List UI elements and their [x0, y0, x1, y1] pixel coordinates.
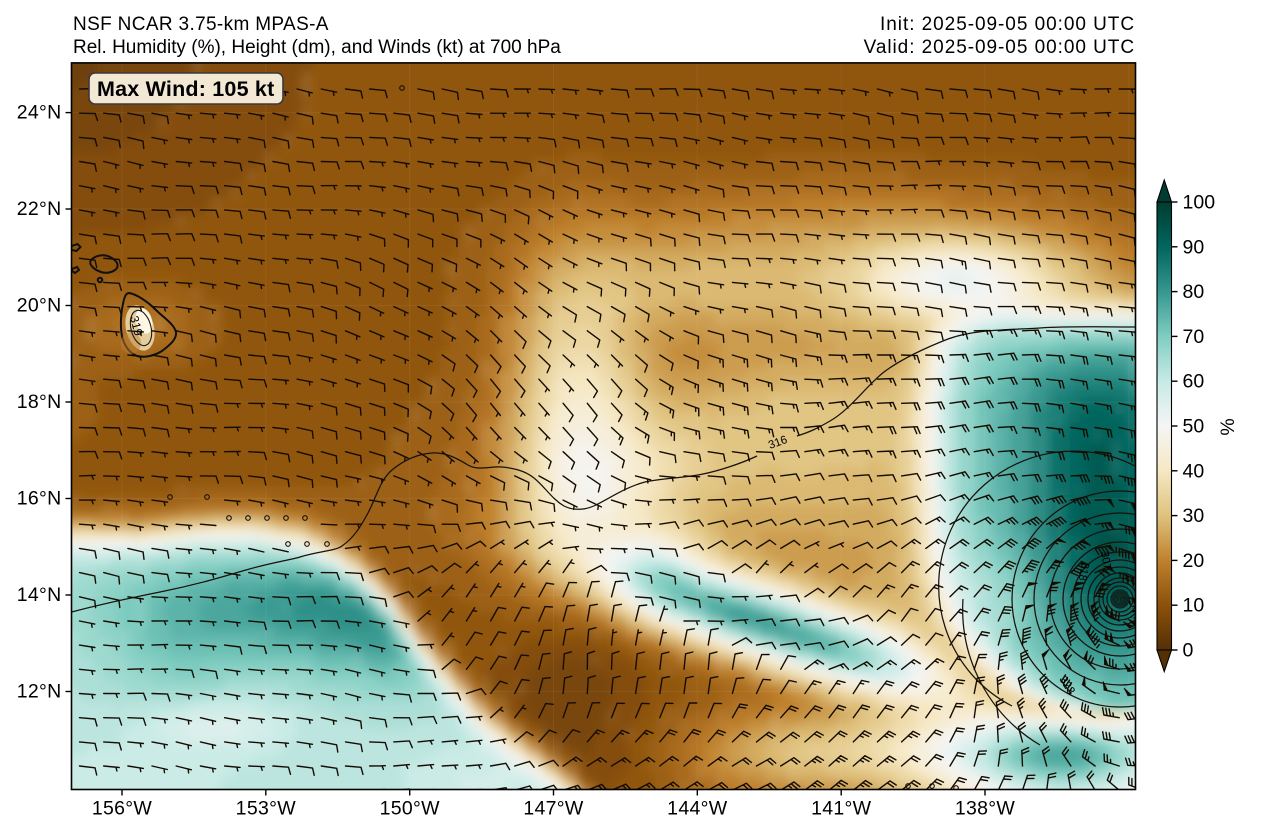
- svg-text:20°N: 20°N: [17, 295, 62, 317]
- svg-text:60: 60: [1183, 371, 1205, 393]
- svg-text:40: 40: [1183, 460, 1205, 482]
- svg-text:20: 20: [1183, 550, 1205, 572]
- svg-text:150°W: 150°W: [380, 798, 441, 820]
- svg-text:0: 0: [1183, 640, 1194, 662]
- svg-text:%: %: [1217, 418, 1239, 435]
- svg-text:24°N: 24°N: [17, 102, 62, 124]
- svg-text:50: 50: [1183, 416, 1205, 438]
- svg-text:Rel. Humidity (%), Height (dm): Rel. Humidity (%), Height (dm), and Wind…: [73, 37, 561, 58]
- svg-text:100: 100: [1183, 192, 1216, 214]
- svg-text:10: 10: [1183, 595, 1205, 617]
- svg-text:90: 90: [1183, 236, 1205, 258]
- svg-text:14°N: 14°N: [17, 584, 62, 606]
- svg-text:144°W: 144°W: [667, 798, 728, 820]
- svg-text:Max Wind: 105 kt: Max Wind: 105 kt: [97, 77, 274, 101]
- svg-text:Init: 2025-09-05 00:00 UTC: Init: 2025-09-05 00:00 UTC: [880, 14, 1135, 35]
- svg-text:318: 318: [1076, 561, 1091, 581]
- svg-text:80: 80: [1183, 281, 1205, 303]
- svg-text:319: 319: [127, 314, 146, 337]
- svg-text:12°N: 12°N: [17, 681, 62, 703]
- svg-text:156°W: 156°W: [92, 798, 153, 820]
- svg-text:138°W: 138°W: [955, 798, 1016, 820]
- svg-text:Valid: 2025-09-05 00:00 UTC: Valid: 2025-09-05 00:00 UTC: [864, 37, 1135, 58]
- svg-text:NSF NCAR 3.75-km MPAS-A: NSF NCAR 3.75-km MPAS-A: [73, 14, 329, 35]
- svg-text:147°W: 147°W: [523, 798, 584, 820]
- svg-text:307: 307: [1098, 550, 1113, 570]
- svg-text:153°W: 153°W: [236, 798, 297, 820]
- svg-text:16°N: 16°N: [17, 488, 62, 510]
- svg-text:30: 30: [1183, 505, 1205, 527]
- svg-text:70: 70: [1183, 326, 1205, 348]
- svg-text:18°N: 18°N: [17, 391, 62, 413]
- svg-text:22°N: 22°N: [17, 198, 62, 220]
- svg-text:141°W: 141°W: [811, 798, 872, 820]
